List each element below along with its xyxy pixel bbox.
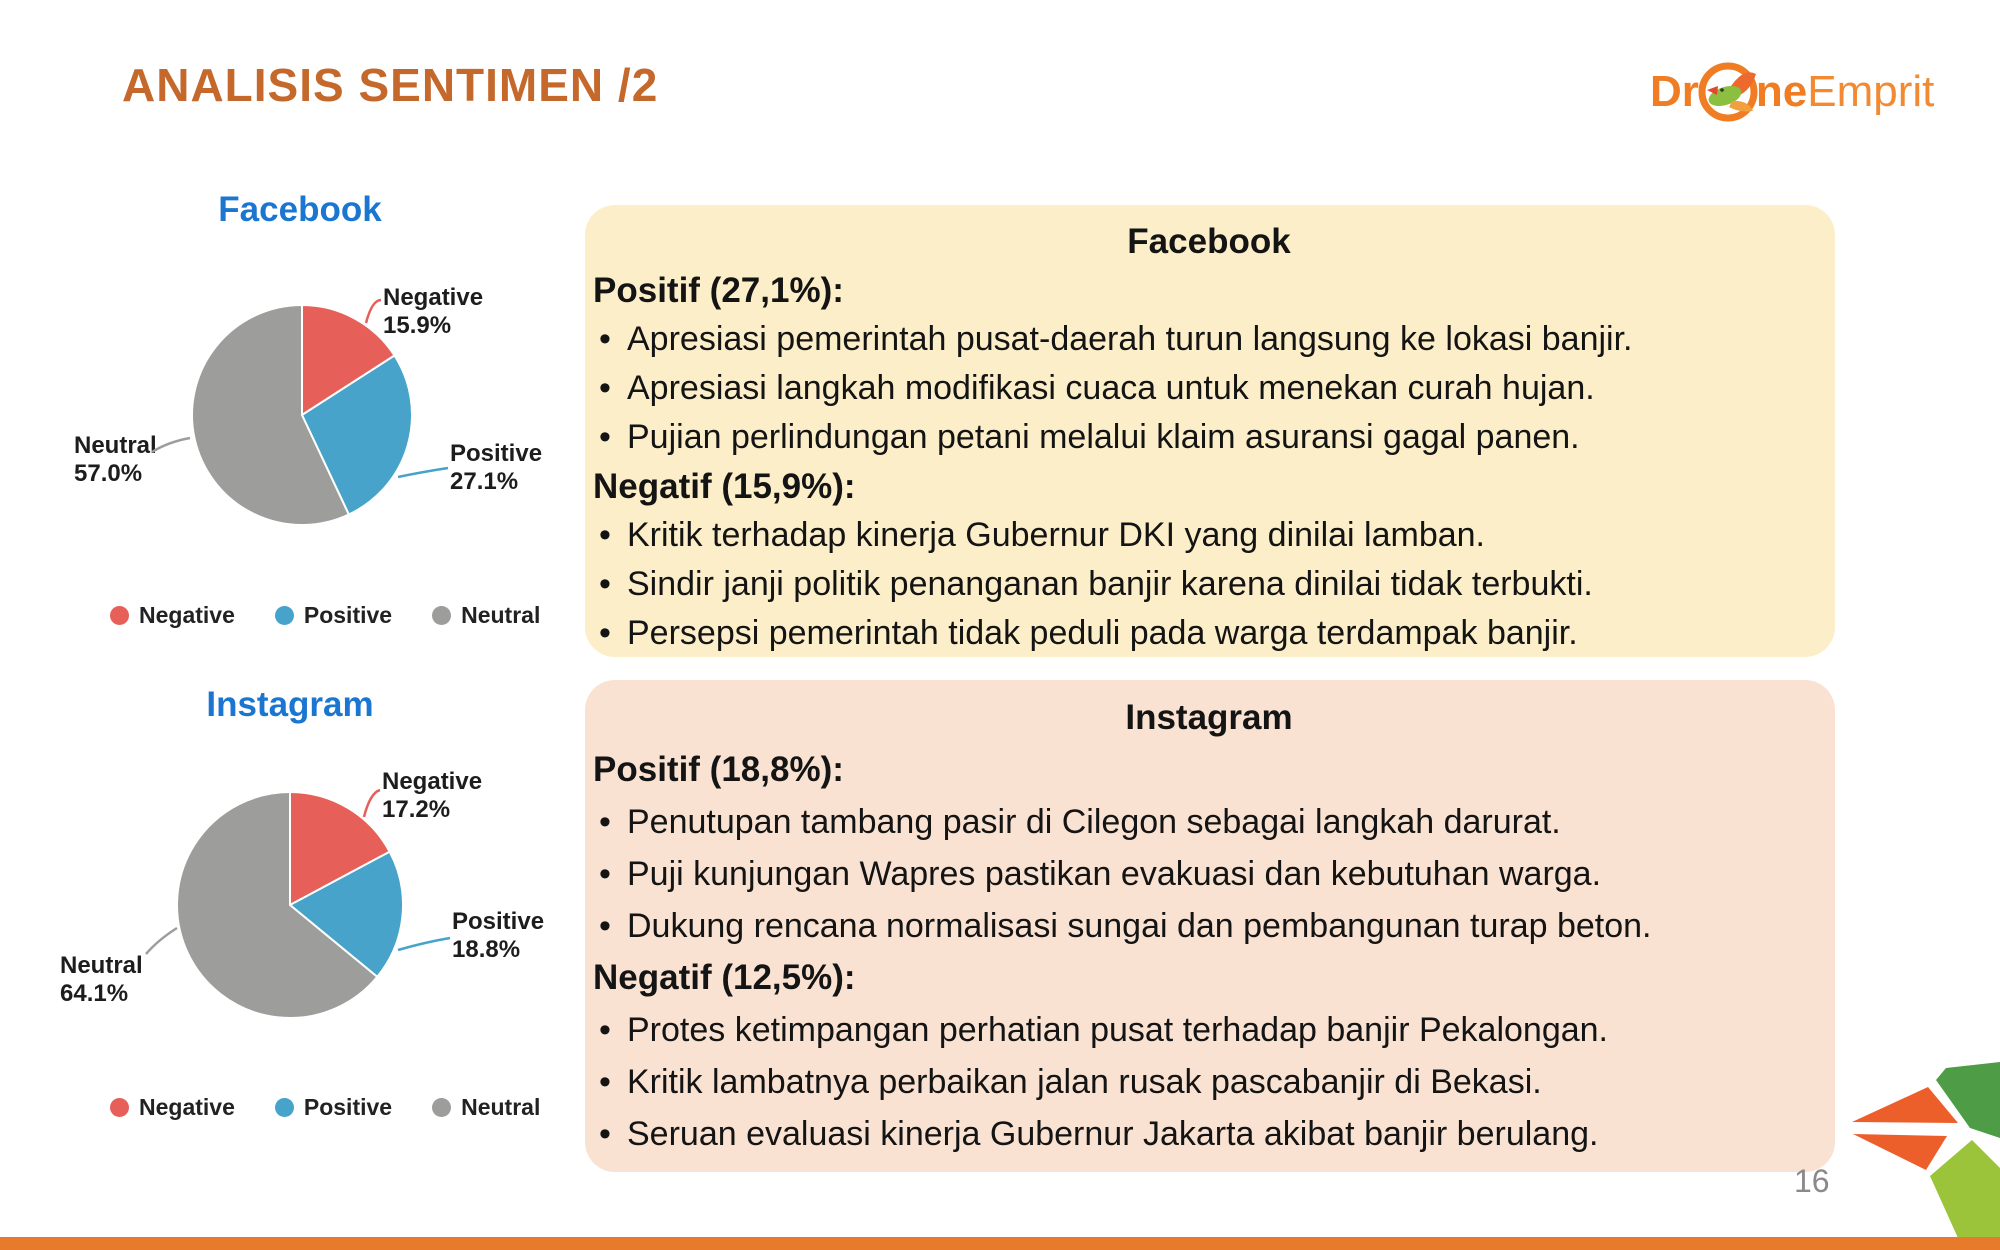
section-heading-negatif: Negatif (12,5%): bbox=[593, 958, 856, 997]
drone-emprit-logo: Dr ne Emprit bbox=[1650, 60, 1934, 124]
facebook-chart-title: Facebook bbox=[218, 190, 382, 229]
bullet-item: Apresiasi langkah modifikasi cuaca untuk… bbox=[593, 364, 1825, 413]
legend-item-neutral: Neutral bbox=[432, 602, 540, 629]
instagram-chart-title: Instagram bbox=[206, 685, 374, 724]
fb-label-positive: Positive 27.1% bbox=[450, 440, 543, 495]
bullet-item: Protes ketimpangan perhatian pusat terha… bbox=[593, 1004, 1825, 1056]
bullet-item: Puji kunjungan Wapres pastikan evakuasi … bbox=[593, 848, 1825, 900]
pie-slice-negative bbox=[301, 303, 396, 417]
pie-slice-negative bbox=[289, 790, 391, 907]
fb-label-neutral: Neutral 57.0% bbox=[74, 432, 157, 487]
facebook-pie-chart bbox=[191, 303, 413, 526]
bullet-item: Sindir janji politik penanganan banjir k… bbox=[593, 560, 1825, 609]
bullet-item: Pujian perlindungan petani melalui klaim… bbox=[593, 413, 1825, 462]
corner-decoration bbox=[1852, 1062, 2000, 1238]
section-heading-negatif: Negatif (15,9%): bbox=[593, 467, 856, 506]
ig-label-neutral: Neutral 64.1% bbox=[60, 952, 143, 1007]
bullet-item: Kritik terhadap kinerja Gubernur DKI yan… bbox=[593, 511, 1825, 560]
ig-label-negative: Negative 17.2% bbox=[382, 768, 483, 823]
legend-item-positive: Positive bbox=[274, 1094, 392, 1121]
logo-text-dr: Dr bbox=[1650, 67, 1699, 116]
pie-slice-positive bbox=[300, 354, 413, 516]
instagram-legend: Negative Positive Neutral bbox=[110, 1094, 540, 1121]
box-title: Facebook bbox=[1127, 222, 1291, 261]
bullet-item: Persepsi pemerintah tidak peduli pada wa… bbox=[593, 609, 1825, 658]
legend-item-neutral: Neutral bbox=[432, 1094, 540, 1121]
bullet-item: Apresiasi pemerintah pusat-daerah turun … bbox=[593, 315, 1825, 364]
negative-dot-icon bbox=[110, 606, 129, 625]
section-heading-positif: Positif (18,8%): bbox=[593, 750, 844, 789]
logo-text-ne: ne bbox=[1755, 67, 1808, 116]
positive-dot-icon bbox=[274, 1098, 294, 1117]
legend-item-negative: Negative bbox=[110, 1094, 235, 1121]
bullet-item: Dukung rencana normalisasi sungai dan pe… bbox=[593, 900, 1825, 952]
positive-dot-icon bbox=[274, 606, 294, 625]
pie-slice-positive bbox=[288, 850, 404, 979]
neutral-dot-icon bbox=[432, 606, 452, 625]
facebook-info-box: Facebook Positif (27,1%): Apresiasi peme… bbox=[585, 205, 1835, 658]
neutral-dot-icon bbox=[432, 1098, 452, 1117]
bullet-item: Seruan evaluasi kinerja Gubernur Jakarta… bbox=[593, 1108, 1825, 1160]
page-number: 16 bbox=[1794, 1163, 1830, 1199]
pie-slice-neutral bbox=[176, 790, 379, 1019]
bullet-item: Penutupan tambang pasir di Cilegon sebag… bbox=[593, 796, 1825, 848]
bottom-accent-bar bbox=[0, 1237, 2000, 1250]
ig-label-positive: Positive 18.8% bbox=[452, 908, 545, 963]
logo-text-emprit: Emprit bbox=[1807, 67, 1935, 116]
legend-item-negative: Negative bbox=[110, 602, 235, 629]
negative-dot-icon bbox=[110, 1098, 129, 1117]
bullet-item: Kritik lambatnya perbaikan jalan rusak p… bbox=[593, 1056, 1825, 1108]
section-heading-positif: Positif (27,1%): bbox=[593, 271, 844, 310]
box-title: Instagram bbox=[1125, 698, 1293, 737]
page-title: ANALISIS SENTIMEN /2 bbox=[122, 59, 659, 111]
instagram-pie-chart bbox=[176, 790, 404, 1019]
facebook-legend: Negative Positive Neutral bbox=[110, 602, 540, 629]
instagram-info-box: Instagram Positif (18,8%): Penutupan tam… bbox=[585, 680, 1835, 1172]
pie-slice-neutral bbox=[191, 303, 351, 526]
fb-label-negative: Negative 15.9% bbox=[383, 284, 484, 339]
legend-item-positive: Positive bbox=[274, 602, 392, 629]
bird-logo-icon bbox=[1698, 62, 1758, 122]
